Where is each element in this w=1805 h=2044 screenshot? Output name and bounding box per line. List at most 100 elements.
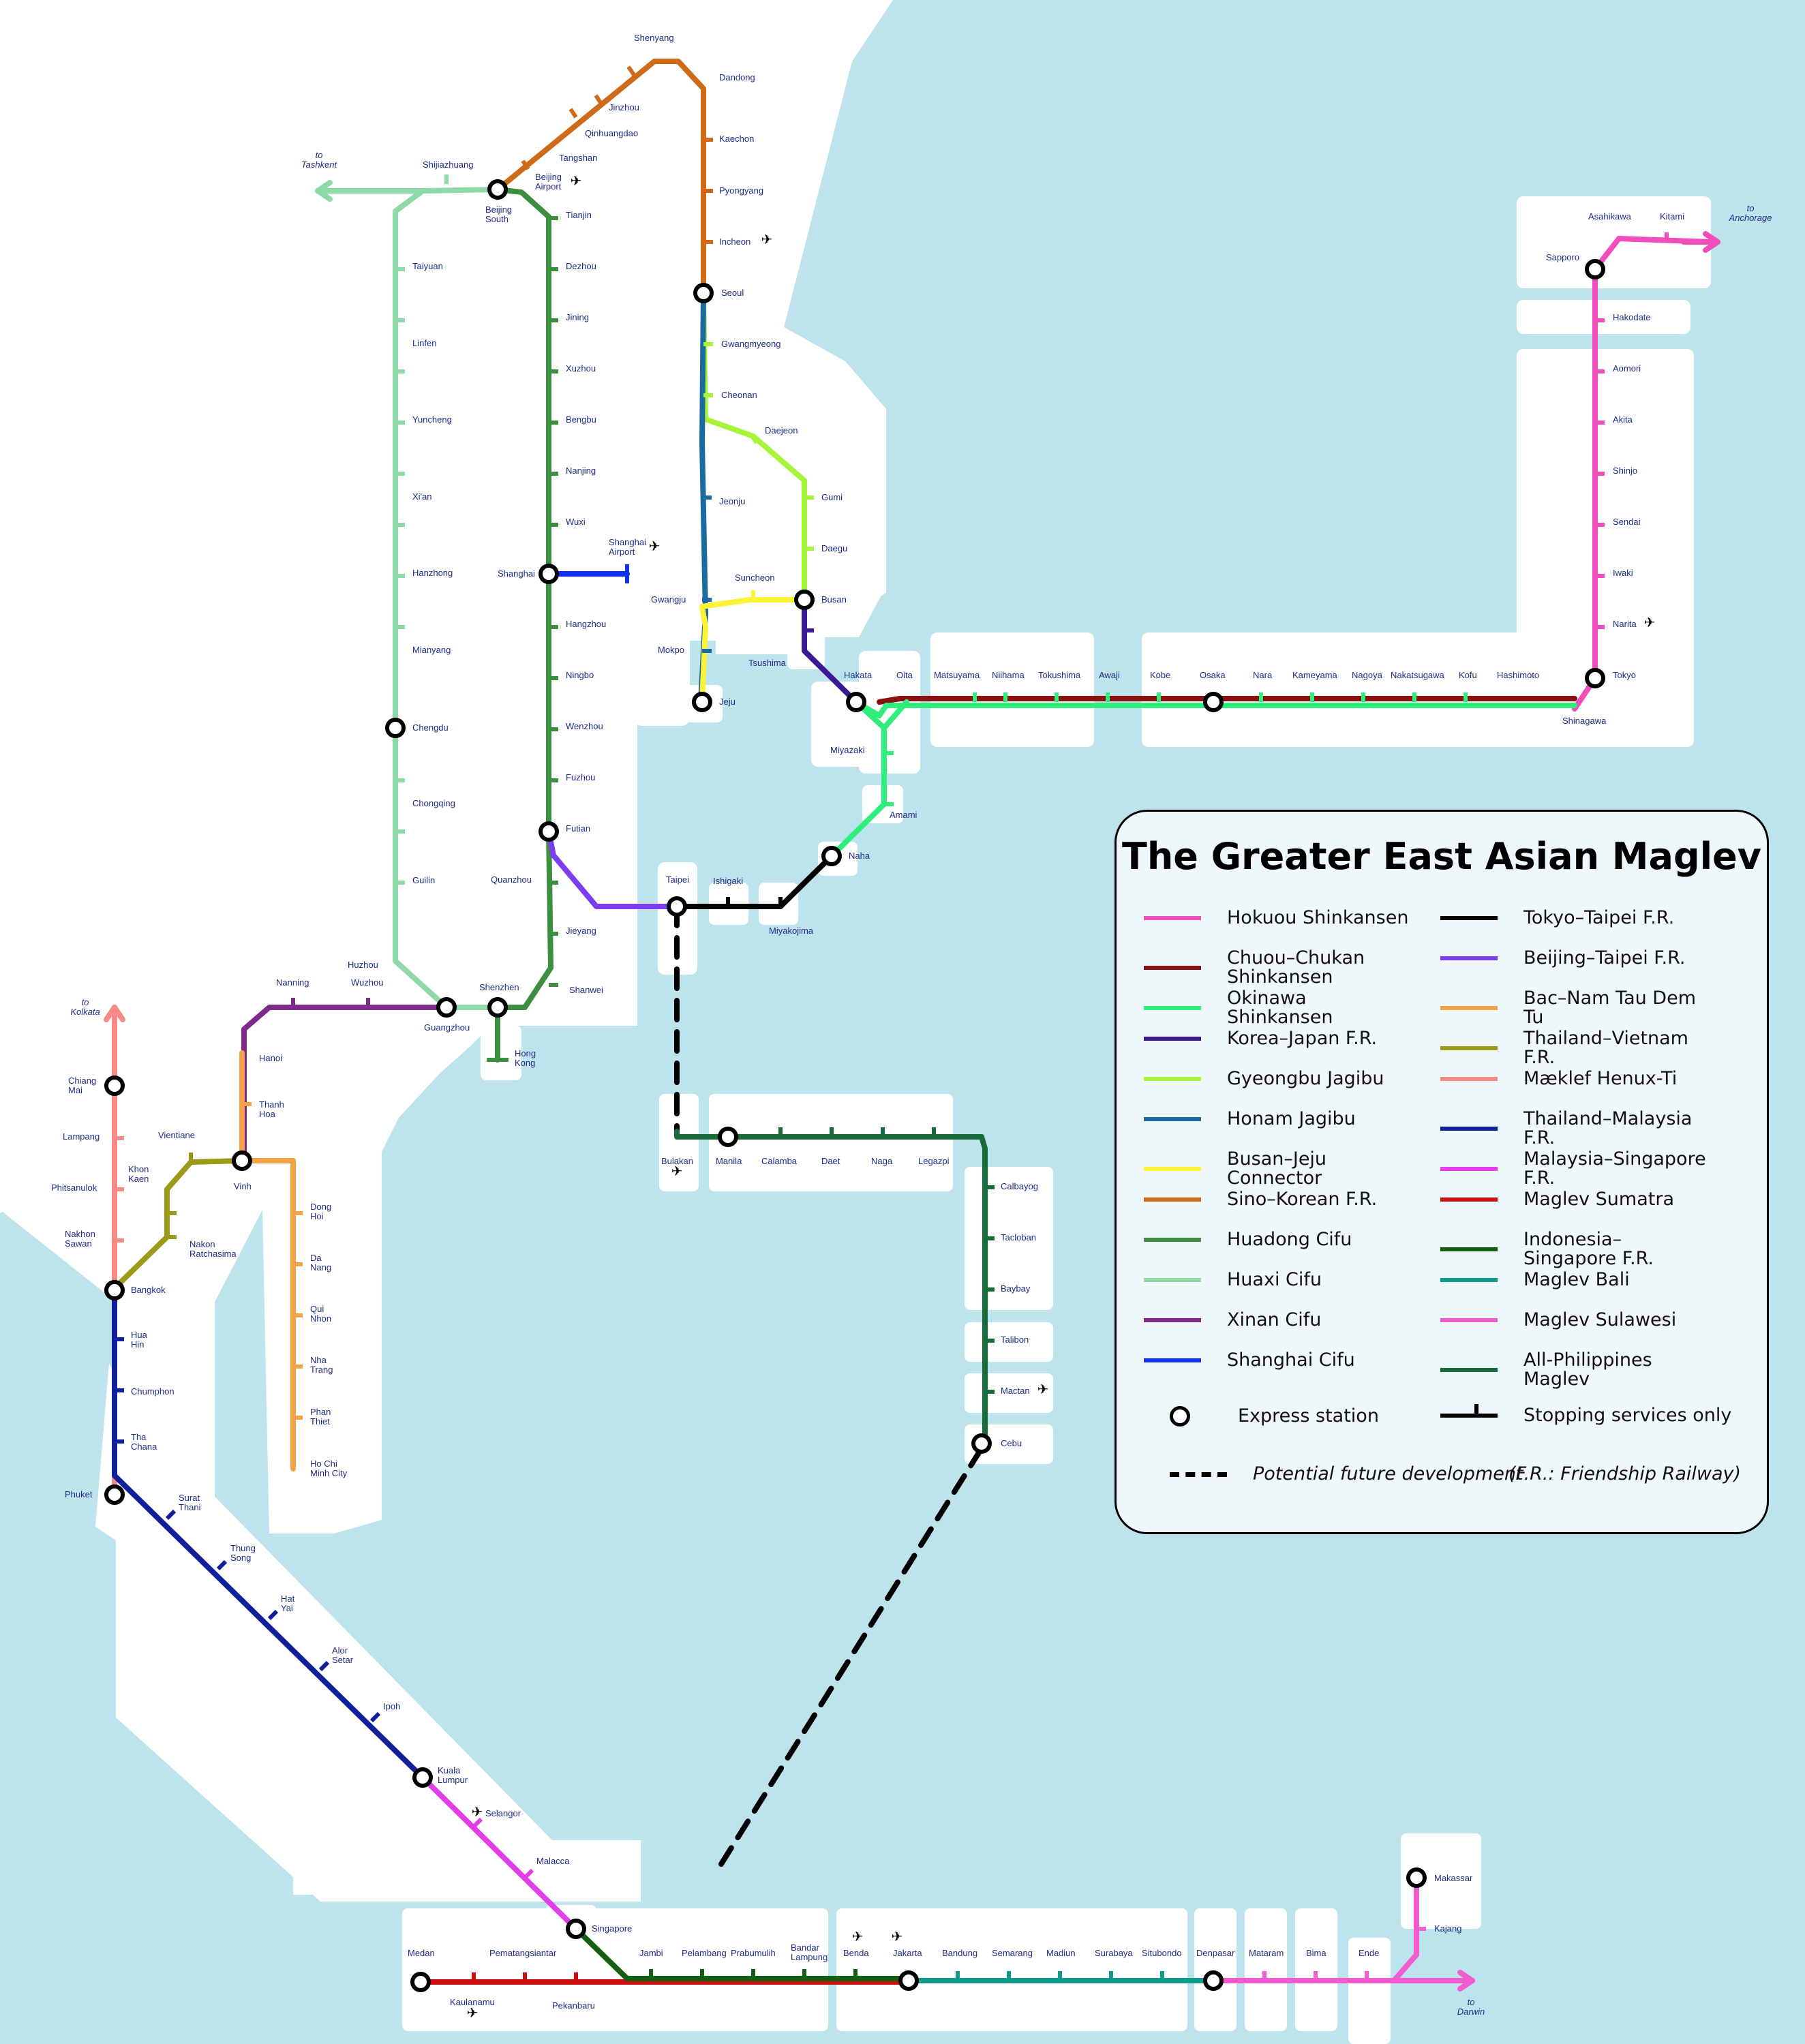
landmass-lombok [1245, 1908, 1287, 2031]
station-label: Guilin [412, 875, 435, 885]
express-station-ring [846, 692, 866, 712]
station-label: Khon Kaen [128, 1164, 149, 1184]
legend-swatch [1144, 1077, 1201, 1081]
station-label: Kajang [1434, 1923, 1461, 1934]
legend-line-18: Malaysia–Singapore F.R. [1440, 1150, 1714, 1188]
station-label: Kitami [1660, 211, 1684, 222]
legend-line-21: Maglev Bali [1440, 1270, 1630, 1290]
airport-icon: ✈ [671, 1164, 683, 1179]
station-label: Phan Thiet [310, 1407, 331, 1427]
station-label: Kaechon [719, 134, 754, 144]
station-label: Beijing South [485, 204, 512, 224]
legend-line-name: Huaxi Cifu [1227, 1269, 1322, 1290]
station-label: Tacloban [1001, 1232, 1036, 1242]
line-hokuou-north [1592, 236, 1714, 272]
express-station-ring [566, 1919, 586, 1939]
legend-line-name: Okinawa Shinkansen [1227, 988, 1333, 1028]
station-label: Pekanbaru [552, 2000, 595, 2011]
station-label: Niihama [992, 670, 1025, 680]
station-label: Lampang [63, 1131, 100, 1142]
station-label: Pematangsiantar [489, 1948, 557, 1958]
legend-swatch [1440, 1046, 1498, 1050]
express-station-ring [1406, 1867, 1427, 1888]
destination-label: to Tashkent [301, 150, 338, 170]
dashed-line-icon [1170, 1471, 1227, 1477]
legend-line-3: Korea–Japan F.R. [1144, 1029, 1377, 1048]
station-label: Shanwei [569, 985, 603, 995]
legend-line-name: Maglev Sulawesi [1523, 1309, 1677, 1330]
express-station-ring [1585, 259, 1605, 279]
landmass-hokkaido-2 [1517, 300, 1690, 334]
line-philippines [674, 1129, 988, 1446]
future-line-cebu-makassar [718, 1446, 984, 1867]
landmass-java [836, 1908, 1187, 2031]
station-label: Tangshan [559, 153, 597, 163]
station-label: Bangkok [131, 1285, 166, 1295]
legend-swatch [1440, 916, 1498, 920]
station-label: Situbondo [1142, 1948, 1182, 1958]
express-station-ring [718, 1127, 738, 1147]
station-label: Mokpo [658, 645, 684, 655]
station-ticks [115, 65, 1669, 1982]
station-tick [594, 94, 603, 105]
station-label: Nakon Ratchasima [189, 1239, 237, 1259]
legend-swatch [1144, 1198, 1201, 1202]
destination-label: to Darwin [1457, 1997, 1485, 2017]
express-station-ring [1203, 692, 1224, 712]
station-label: Tha Chana [131, 1432, 157, 1452]
station-label: Thanh Hoa [259, 1099, 284, 1119]
legend-line-name: Korea–Japan F.R. [1227, 1028, 1378, 1049]
station-label: Iwaki [1613, 568, 1633, 578]
station-tick [749, 433, 759, 444]
station-label: Bengbu [566, 414, 596, 425]
station-tick [521, 159, 530, 170]
station-tick [318, 1660, 330, 1672]
station-tick [523, 1868, 534, 1880]
station-tick [216, 1559, 228, 1571]
station-label: Phuket [65, 1489, 93, 1499]
station-label: Beijing Airport [535, 172, 562, 192]
station-label: Chumphon [131, 1386, 175, 1397]
station-label: Dandong [719, 72, 755, 82]
station-label: Suncheon [735, 573, 775, 583]
express-station-ring [410, 1972, 431, 1992]
legend-line-22: Maglev Sulawesi [1440, 1311, 1676, 1330]
station-label: Ho Chi Minh City [310, 1459, 348, 1478]
legend-line-name: Thailand–Malaysia F.R. [1523, 1108, 1693, 1148]
arrow-to-anchorage-head [1703, 231, 1720, 253]
express-station-ring [1203, 1970, 1224, 1991]
legend-swatch [1144, 1318, 1201, 1322]
station-label: Tsushima [748, 658, 787, 668]
line-malay-sing [420, 1775, 579, 1932]
station-label: Singapore [592, 1923, 632, 1934]
station-label: Gumi [821, 492, 843, 502]
legend-line-name: Gyeongbu Jagibu [1227, 1068, 1384, 1089]
station-label: Nha Trang [310, 1355, 333, 1375]
station-label: Shanghai [498, 568, 535, 579]
station-label: Prabumulih [731, 1948, 776, 1958]
station-label: Kaulanamu [450, 1997, 495, 2007]
legend-swatch [1144, 1358, 1201, 1362]
legend-swatch [1144, 1167, 1201, 1171]
station-label: Yuncheng [412, 414, 452, 425]
legend-line-0: Hokuou Shinkansen [1144, 909, 1408, 928]
legend-line-name: All-Philippines Maglev [1523, 1349, 1652, 1390]
station-label: Mactan [1001, 1386, 1030, 1396]
station-label: Gwangju [651, 594, 686, 605]
station-label: Miyazaki [830, 745, 865, 755]
station-label: Tokyo [1613, 670, 1636, 680]
station-label: Hangzhou [566, 619, 606, 629]
station-label: Surabaya [1095, 1948, 1133, 1958]
legend-swatch [1144, 1117, 1201, 1121]
legend-line-name: Tokyo–Taipei F.R. [1523, 907, 1675, 928]
station-label: Ende [1359, 1948, 1379, 1958]
express-station-ring [971, 1433, 992, 1454]
legend-line-13: Beijing–Taipei F.R. [1440, 949, 1685, 968]
legend-line-name: Malaysia–Singapore F.R. [1523, 1148, 1706, 1189]
legend-line-name: Huadong Cifu [1227, 1229, 1352, 1250]
station-label: Aomori [1613, 363, 1641, 373]
legend-line-14: Bac–Nam Tau Dem Tu [1440, 989, 1714, 1027]
legend-line-name: Hokuou Shinkansen [1227, 907, 1409, 928]
station-label: Mianyang [412, 645, 451, 655]
legend-line-name: Indonesia–Singapore F.R. [1523, 1229, 1654, 1269]
